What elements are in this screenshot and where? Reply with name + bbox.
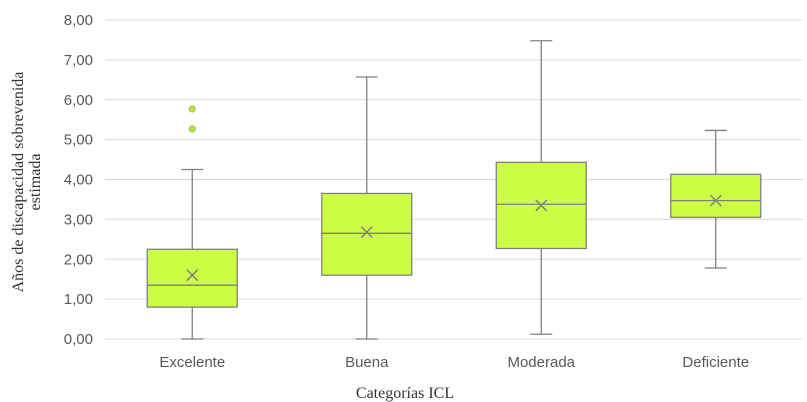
mean-marker-stroke-b (709, 194, 722, 207)
y-tick-label: 5,00 (64, 132, 93, 149)
y-tick-label: 1,00 (64, 291, 93, 308)
mean-marker-stroke-b (186, 269, 199, 282)
outlier-point (188, 125, 196, 133)
box-excelente (146, 105, 238, 340)
y-axis-title-line-2: estimada (27, 154, 44, 211)
y-axis-title-line-1: Años de discapacidad sobrevenida (10, 72, 27, 293)
x-axis-categories: Excelente Buena Moderada Deficiente (159, 354, 749, 371)
mean-marker-stroke-b (360, 226, 373, 239)
mean-marker-stroke-b (535, 199, 548, 212)
y-axis-ticks: 0,00 1,00 2,00 3,00 4,00 5,00 6,00 7,00 8,00 (64, 12, 93, 348)
y-tick-label: 3,00 (64, 211, 93, 228)
box-iqr (670, 173, 762, 219)
x-category-label: Excelente (159, 354, 225, 371)
box-series (146, 40, 762, 340)
box-moderada (495, 40, 587, 335)
x-category-label: Deficiente (682, 354, 749, 371)
y-tick-label: 0,00 (64, 331, 93, 348)
box-iqr (321, 192, 413, 276)
y-tick-label: 2,00 (64, 251, 93, 268)
y-axis-title: Años de discapacidad sobrevenida estimad… (10, 72, 44, 293)
y-tick-label: 7,00 (64, 52, 93, 69)
x-category-label: Buena (345, 354, 389, 371)
x-category-label: Moderada (507, 354, 575, 371)
y-tick-label: 4,00 (64, 172, 93, 189)
y-tick-label: 8,00 (64, 12, 93, 29)
box-deficiente (670, 129, 762, 269)
outlier-point (188, 105, 196, 113)
y-tick-label: 6,00 (64, 92, 93, 109)
box-buena (321, 76, 413, 340)
box-iqr (146, 248, 238, 308)
x-axis-title: Categorías ICL (356, 385, 454, 402)
